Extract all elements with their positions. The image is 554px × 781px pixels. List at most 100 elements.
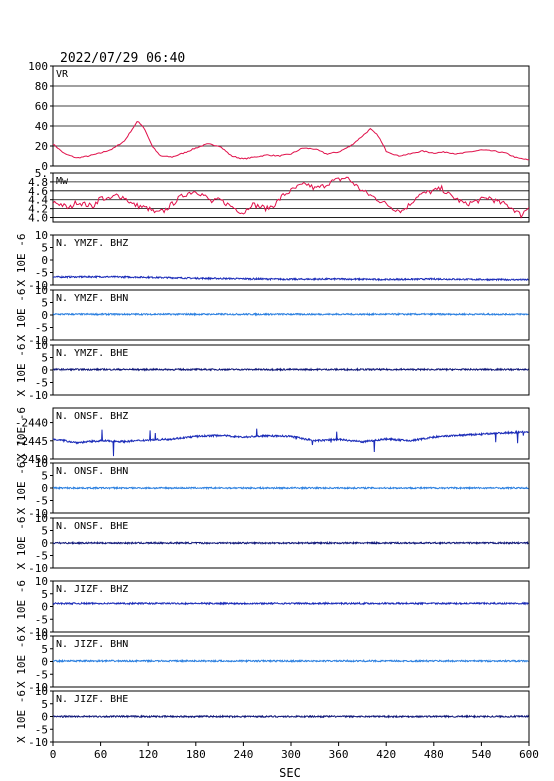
y-tick-label: -10 — [28, 507, 48, 520]
y-tick-label: 5 — [41, 643, 48, 656]
y-tick-label: 5 — [41, 352, 48, 365]
series-line — [53, 428, 529, 457]
y-tick-label: -10 — [28, 562, 48, 575]
y-tick-label: 0 — [41, 309, 48, 322]
y-tick-label: 0 — [41, 711, 48, 724]
y-tick-label: 4.8 — [28, 176, 48, 189]
x-tick-label: 360 — [329, 748, 349, 761]
series-line — [53, 601, 529, 606]
y-tick-label: -2450 — [15, 453, 48, 466]
y-axis-label: X 10E -6 — [15, 344, 28, 397]
series-line — [53, 274, 529, 282]
y-tick-label: -2440 — [15, 417, 48, 430]
y-tick-label: -5 — [35, 723, 48, 736]
series-line — [53, 121, 529, 161]
y-tick-label: 5 — [41, 242, 48, 255]
y-tick-label: 0 — [41, 254, 48, 267]
y-axis-label: X 10E -6 — [15, 580, 28, 633]
x-axis-label: SEC — [279, 766, 301, 780]
y-tick-label: -10 — [28, 736, 48, 749]
panel-vr: 0 20 40 60 80 100 VR — [28, 60, 530, 173]
y-tick-label: -5 — [35, 495, 48, 508]
y-tick-label: -10 — [28, 389, 48, 402]
x-tick-label: 540 — [471, 748, 491, 761]
panel-label: Mw — [56, 176, 69, 187]
y-tick-label: 10 — [35, 457, 48, 470]
y-tick-label: 10 — [35, 575, 48, 588]
panel-mw: 4.04.24.44.64.85. Mw — [28, 167, 530, 225]
series-line — [53, 485, 529, 491]
panel-frame — [52, 407, 530, 460]
y-tick-label: 5. — [35, 167, 48, 180]
header-datetime: 2022/07/29 06:40 — [60, 51, 185, 66]
series-line — [53, 658, 529, 664]
y-axis-label: X 10E -6 — [15, 517, 28, 570]
y-tick-label: -5 — [35, 267, 48, 280]
x-tick-label: 0 — [50, 748, 57, 761]
y-tick-label: 5 — [41, 297, 48, 310]
y-tick-label: 10 — [35, 685, 48, 698]
y-tick-label: 5 — [41, 525, 48, 538]
y-tick-label: 0 — [41, 160, 48, 173]
y-tick-label: 0 — [41, 656, 48, 669]
x-tick-label: 240 — [233, 748, 253, 761]
y-tick-label: -10 — [28, 681, 48, 694]
y-tick-label: 10 — [35, 284, 48, 297]
y-tick-label: -5 — [35, 322, 48, 335]
y-tick-label: 0 — [41, 482, 48, 495]
y-axis-label: X 10E -6 — [15, 407, 28, 460]
panel-label: VR — [56, 69, 69, 80]
panel-frame — [52, 65, 530, 167]
panel-label: N. ONSF. BHN — [56, 466, 128, 477]
panel-label: N. YMZF. BHE — [56, 348, 128, 359]
panel-label: N. ONSF. BHE — [56, 521, 128, 532]
y-tick-label: 10 — [35, 339, 48, 352]
y-tick-label: 4.4 — [28, 194, 48, 207]
panel-label: N. YMZF. BHN — [56, 293, 128, 304]
panel-label: N. ONSF. BHZ — [56, 411, 128, 422]
x-tick-label: 600 — [519, 748, 539, 761]
y-tick-label: 60 — [35, 100, 48, 113]
y-tick-label: 100 — [28, 60, 48, 73]
x-tick-label: 420 — [376, 748, 396, 761]
y-tick-label: 5 — [41, 698, 48, 711]
y-tick-label: 40 — [35, 120, 48, 133]
y-tick-label: 5 — [41, 470, 48, 483]
series-line — [53, 367, 529, 372]
panel-label: N. JIZF. BHN — [56, 639, 128, 650]
y-tick-label: -2445 — [15, 435, 48, 448]
y-axis-label: X 10E -6 — [15, 462, 28, 515]
x-tick-label: 120 — [138, 748, 158, 761]
panel-frame — [52, 172, 530, 223]
y-tick-label: -5 — [35, 550, 48, 563]
series-line — [53, 312, 529, 317]
panel-label: N. JIZF. BHE — [56, 694, 128, 705]
series-line — [53, 176, 529, 219]
y-tick-label: -5 — [35, 377, 48, 390]
x-tick-label: 180 — [186, 748, 206, 761]
y-tick-label: 4.6 — [28, 185, 48, 198]
y-tick-label: -10 — [28, 626, 48, 639]
y-tick-label: 0 — [41, 364, 48, 377]
y-axis-label: X 10E -6 — [15, 635, 28, 688]
y-axis-label: X 10E -6 — [15, 289, 28, 342]
y-axis-label: X 10E -6 — [15, 234, 28, 287]
panel-label: N. JIZF. BHZ — [56, 584, 128, 595]
y-tick-label: 4.2 — [28, 203, 48, 216]
series-line — [53, 714, 529, 719]
y-tick-label: 80 — [35, 80, 48, 93]
x-axis: 0 60 120 180 240 300 360 420 480 540 600 — [50, 742, 539, 761]
y-tick-label: 20 — [35, 140, 48, 153]
y-tick-label: 10 — [35, 630, 48, 643]
panel-label: N. YMZF. BHZ — [56, 238, 128, 249]
